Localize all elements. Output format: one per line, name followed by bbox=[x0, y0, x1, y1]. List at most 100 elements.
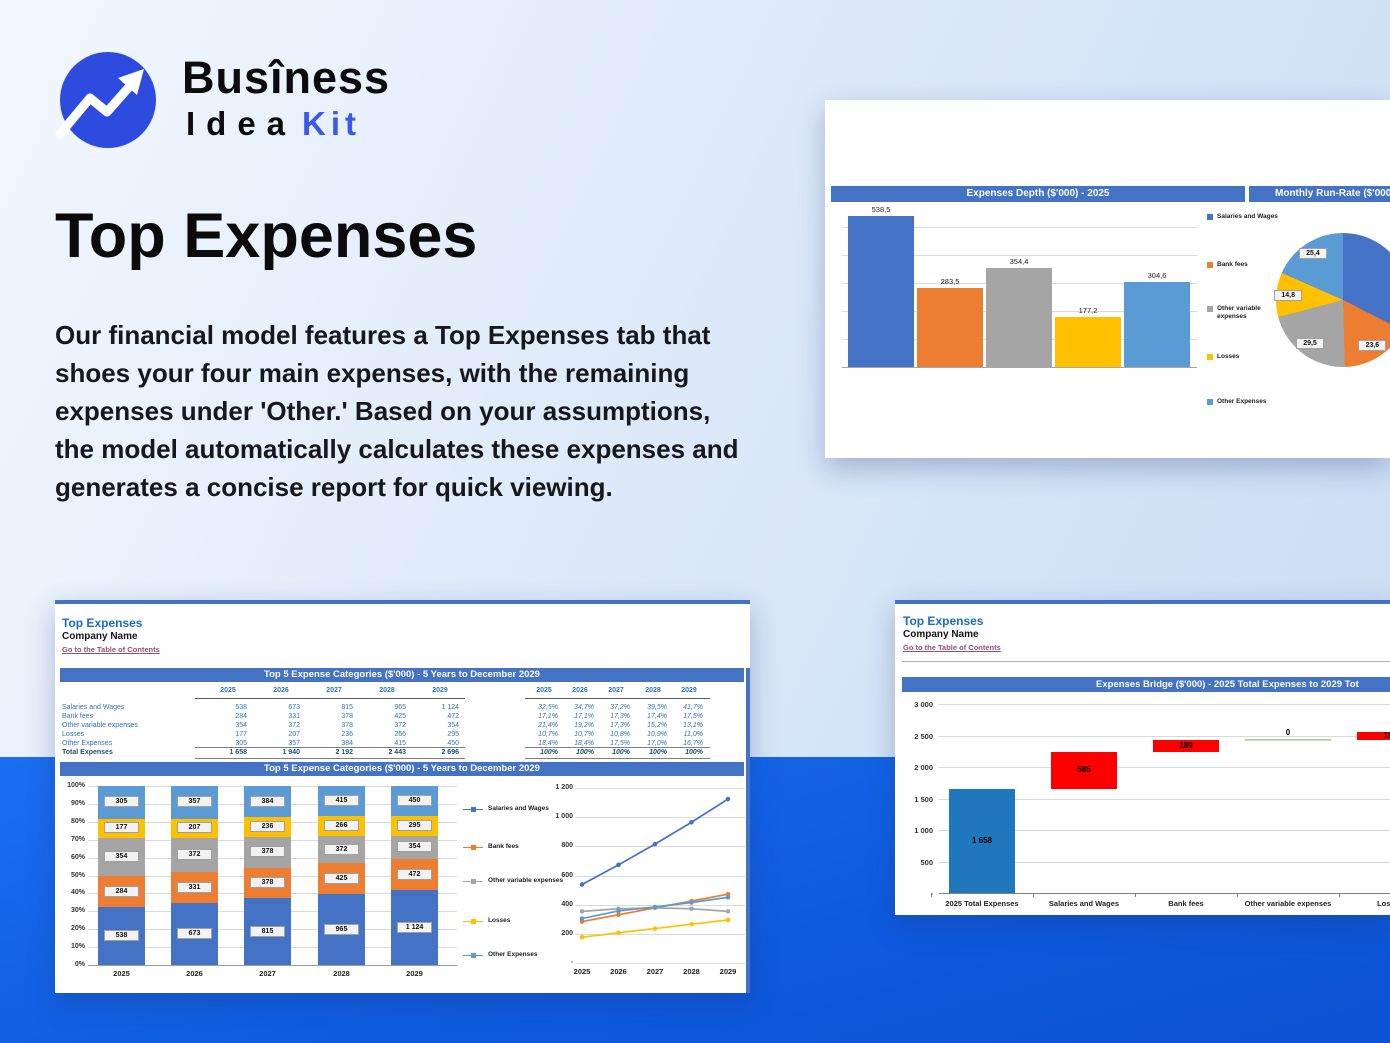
gridline bbox=[939, 735, 1390, 737]
cell-pct: 18,4% bbox=[538, 740, 558, 747]
x-tick-label: 2028 bbox=[333, 969, 350, 978]
marker-other bbox=[616, 908, 621, 914]
y-tick-label: 1 200 bbox=[555, 784, 573, 791]
marker-losses bbox=[689, 921, 694, 927]
top5-expense-table: 2025 2025 2026 2026 2027 2027 2028 2028 2029 2029… bbox=[55, 600, 750, 993]
segment-value-label: 450 bbox=[397, 795, 432, 806]
segment-value-label: 415 bbox=[324, 795, 359, 807]
legend-label: Losses bbox=[488, 917, 511, 924]
legend-swatch-salaries bbox=[1207, 214, 1213, 220]
marker-other bbox=[579, 916, 585, 921]
cell-pct: 17,0% bbox=[647, 740, 667, 747]
bar-value-label: 0 bbox=[1285, 727, 1291, 737]
row-label: Losses bbox=[62, 731, 85, 738]
year-header: 2026 bbox=[273, 687, 289, 694]
y-tick-label: 70% bbox=[70, 835, 85, 843]
pie-slice-label: 29,5 bbox=[1296, 338, 1324, 349]
y-tick-label: 2 500 bbox=[914, 731, 933, 741]
y-tick-label: 600 bbox=[561, 871, 573, 879]
logo-word-business: Busîness bbox=[182, 52, 391, 103]
total-label: Total Expenses bbox=[62, 749, 113, 756]
cell-value: 450 bbox=[447, 740, 459, 747]
marker-variable bbox=[579, 909, 585, 914]
x-category-label: Salaries and Wages bbox=[1048, 899, 1120, 908]
marker-other bbox=[652, 904, 658, 910]
gridline bbox=[575, 963, 745, 964]
cell-value: 1 124 bbox=[441, 704, 459, 711]
trend-arrow-icon bbox=[55, 69, 144, 139]
y-tick-label: 20% bbox=[70, 925, 85, 933]
axis-tick bbox=[931, 893, 932, 897]
cell-value: 538 bbox=[235, 704, 247, 711]
cell-value: 384 bbox=[341, 740, 353, 747]
legend-item: Bank fees bbox=[1207, 261, 1283, 281]
table-header-bar: Top 5 Expense Categories ($'000) - 5 Yea… bbox=[60, 668, 744, 682]
total-value: 1 940 bbox=[282, 749, 300, 756]
segment-value-label: 378 bbox=[250, 877, 285, 888]
year-header: 2025 bbox=[536, 687, 552, 694]
axis-tick bbox=[1339, 893, 1340, 897]
y-tick-label: - bbox=[570, 959, 573, 966]
cell-value: 378 bbox=[341, 722, 353, 729]
logo-word-kit: Kit bbox=[302, 105, 362, 142]
x-axis-line bbox=[842, 367, 1197, 368]
total-pct: 100% bbox=[540, 749, 558, 756]
total-pct: 100% bbox=[649, 749, 667, 756]
total-value: 2 696 bbox=[441, 749, 459, 756]
legend-item: Salaries and Wages bbox=[463, 805, 575, 825]
cell-pct: 10,7% bbox=[538, 731, 558, 738]
cell-value: 965 bbox=[394, 704, 406, 711]
total-pct: 100% bbox=[612, 749, 630, 756]
cell-value: 472 bbox=[447, 713, 459, 720]
runrate-pie-chart: 23,6 29,5 14,8 25,4 bbox=[825, 100, 1390, 458]
y-tick-label: 50% bbox=[70, 871, 85, 879]
total-value: 2 192 bbox=[335, 749, 353, 756]
segment-value-label: 284 bbox=[104, 885, 139, 897]
segment-value-label: 384 bbox=[250, 795, 285, 807]
x-category-label: 2025 Total Expenses bbox=[945, 899, 1019, 908]
y-tick-label: 200 bbox=[561, 929, 573, 937]
company-name: Company Name bbox=[62, 631, 138, 642]
bar-value-label: 1 658 bbox=[971, 835, 993, 845]
total-topline bbox=[195, 747, 465, 748]
bar-value-label: 585 bbox=[1077, 765, 1091, 775]
table-of-contents-link[interactable]: Go to the Table of Contents bbox=[62, 645, 160, 654]
segment-value-label: 295 bbox=[397, 819, 432, 831]
y-tick-label: 400 bbox=[561, 900, 573, 908]
total-pct: 100% bbox=[685, 749, 703, 756]
x-tick-label: 2029 bbox=[406, 969, 423, 978]
logo-line2: Idea Kit bbox=[186, 105, 361, 143]
header-underline bbox=[525, 698, 710, 699]
x-axis-line bbox=[939, 893, 1390, 894]
cell-pct: 32,5% bbox=[538, 704, 558, 711]
bridge-card: Top Expenses Company Name Go to the Tabl… bbox=[895, 600, 1390, 915]
table-of-contents-link[interactable]: Go to the Table of Contents bbox=[903, 643, 1001, 652]
total-underline bbox=[525, 758, 710, 759]
pie-slice-label: 23,6 bbox=[1358, 340, 1387, 352]
marker-losses bbox=[725, 917, 731, 923]
y-tick-label: 1 000 bbox=[555, 813, 573, 821]
legend-marker-variable bbox=[471, 879, 476, 884]
cell-pct: 17,5% bbox=[610, 740, 630, 747]
total-value: 1 658 bbox=[229, 749, 247, 756]
header-underline bbox=[195, 698, 465, 699]
legend-item: Other Expenses bbox=[1207, 398, 1283, 418]
y-tick-label: 800 bbox=[561, 842, 573, 850]
marker-other bbox=[689, 900, 694, 905]
y-tick-label: 2 000 bbox=[914, 763, 933, 772]
year-header: 2026 bbox=[572, 687, 588, 694]
year-header: 2028 bbox=[645, 687, 661, 694]
gridline bbox=[575, 933, 745, 935]
year-header: 2027 bbox=[608, 687, 624, 694]
line-series-svg bbox=[579, 796, 731, 940]
segment-value-label: 236 bbox=[250, 821, 285, 833]
top5-stacked-bar-chart: 100% 90% 80% 70% 60% 50% 40% 30% 20% 10% 0% 538 284 3… bbox=[55, 600, 750, 993]
gridline bbox=[575, 875, 745, 877]
axis-tick bbox=[1033, 893, 1034, 897]
bar-other bbox=[1124, 281, 1190, 367]
marker-salaries bbox=[616, 862, 621, 868]
cell-value: 425 bbox=[394, 713, 406, 720]
segment-value-label: 354 bbox=[397, 841, 432, 853]
y-tick-label: 500 bbox=[920, 857, 933, 867]
